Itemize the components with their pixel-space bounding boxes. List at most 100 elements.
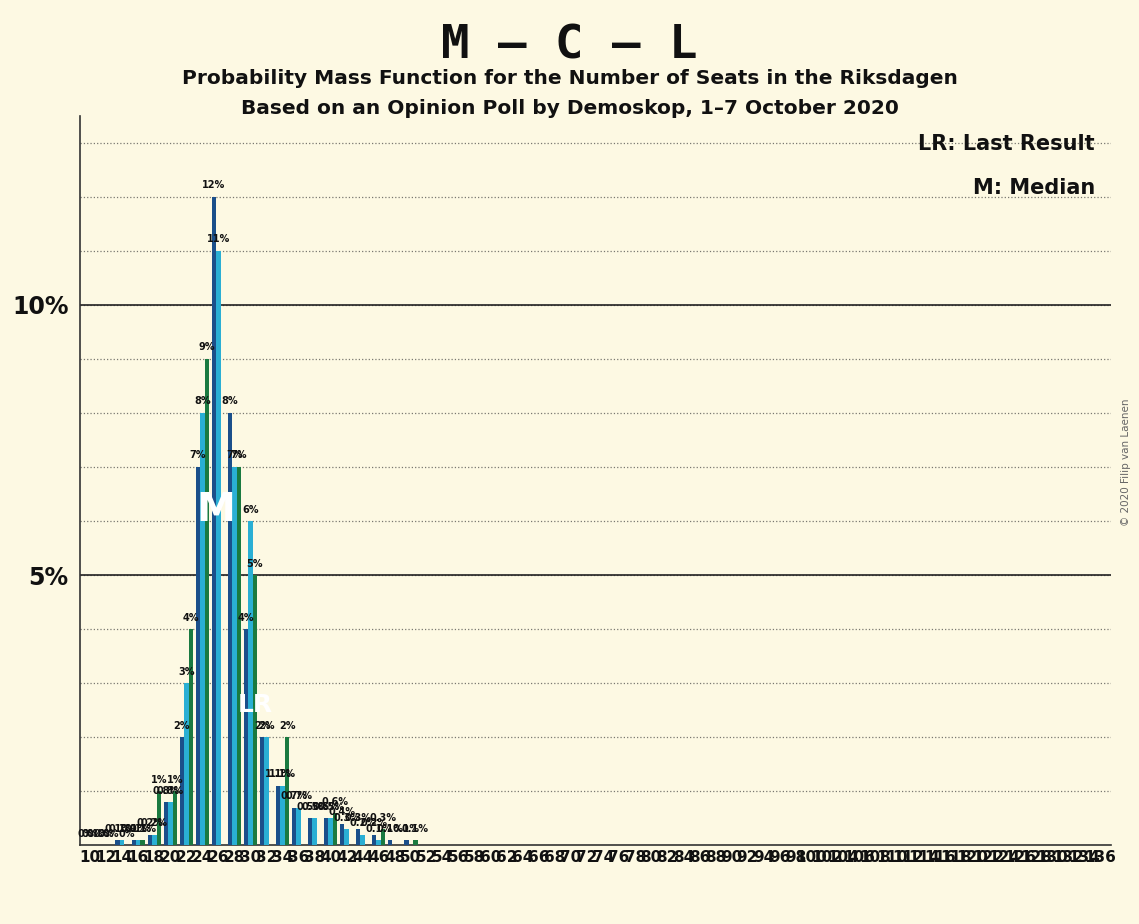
Text: 0.1%: 0.1% [121, 823, 147, 833]
Bar [196, 467, 200, 845]
Bar [328, 819, 333, 845]
Bar [140, 840, 145, 845]
Bar [131, 840, 136, 845]
Text: 0.2%: 0.2% [141, 818, 167, 828]
Bar [292, 808, 296, 845]
Bar [216, 250, 221, 845]
Text: 0%: 0% [93, 829, 110, 839]
Bar [388, 840, 393, 845]
Text: 0.2%: 0.2% [361, 818, 387, 828]
Bar [296, 808, 301, 845]
Text: 0%: 0% [103, 829, 118, 839]
Text: 0.7%: 0.7% [285, 791, 312, 801]
Text: 4%: 4% [182, 613, 199, 623]
Text: 0%: 0% [82, 829, 98, 839]
Text: © 2020 Filip van Laenen: © 2020 Filip van Laenen [1121, 398, 1131, 526]
Text: 2%: 2% [259, 721, 274, 731]
Text: 0.7%: 0.7% [280, 791, 308, 801]
Text: Probability Mass Function for the Number of Seats in the Riksdagen: Probability Mass Function for the Number… [181, 69, 958, 89]
Bar [339, 824, 344, 845]
Text: 7%: 7% [231, 451, 247, 460]
Bar [276, 786, 280, 845]
Text: 0.8%: 0.8% [153, 785, 179, 796]
Bar [404, 840, 409, 845]
Text: 0.1%: 0.1% [105, 823, 131, 833]
Text: 0.6%: 0.6% [321, 796, 349, 807]
Text: 1.1%: 1.1% [264, 770, 292, 780]
Bar [280, 786, 285, 845]
Bar [264, 737, 269, 845]
Text: 0.1%: 0.1% [125, 823, 151, 833]
Bar [312, 819, 317, 845]
Bar [344, 829, 349, 845]
Text: 0.1%: 0.1% [129, 823, 156, 833]
Bar [248, 521, 253, 845]
Bar [380, 829, 385, 845]
Text: Based on an Opinion Poll by Demoskop, 1–7 October 2020: Based on an Opinion Poll by Demoskop, 1–… [240, 99, 899, 118]
Text: 11%: 11% [207, 234, 230, 244]
Bar [253, 575, 257, 845]
Text: 0.1%: 0.1% [366, 823, 392, 833]
Text: 0.5%: 0.5% [312, 802, 339, 812]
Text: 2%: 2% [173, 721, 190, 731]
Bar [413, 840, 418, 845]
Bar [172, 791, 177, 845]
Text: 0.1%: 0.1% [108, 823, 136, 833]
Text: 0%: 0% [87, 829, 103, 839]
Text: M: M [197, 492, 236, 529]
Bar [164, 802, 169, 845]
Text: 0.3%: 0.3% [370, 813, 396, 822]
Text: 2%: 2% [254, 721, 270, 731]
Bar [200, 413, 205, 845]
Bar [212, 197, 216, 845]
Bar [360, 834, 364, 845]
Text: 7%: 7% [227, 451, 243, 460]
Bar [151, 834, 156, 845]
Bar [323, 819, 328, 845]
Text: 5%: 5% [247, 559, 263, 568]
Text: 2%: 2% [279, 721, 295, 731]
Text: 0.1%: 0.1% [402, 823, 428, 833]
Bar [232, 467, 237, 845]
Text: 0.2%: 0.2% [350, 818, 376, 828]
Text: 0.5%: 0.5% [296, 802, 323, 812]
Text: 6%: 6% [243, 505, 259, 515]
Text: 4%: 4% [238, 613, 254, 623]
Text: LR: Last Result: LR: Last Result [918, 134, 1095, 153]
Bar [136, 840, 140, 845]
Text: 9%: 9% [198, 342, 215, 352]
Text: M – C – L: M – C – L [441, 23, 698, 68]
Bar [244, 629, 248, 845]
Bar [185, 683, 189, 845]
Text: 12%: 12% [203, 180, 226, 190]
Bar [285, 737, 289, 845]
Bar [205, 359, 210, 845]
Text: 0%: 0% [118, 829, 134, 839]
Text: 0.3%: 0.3% [333, 813, 360, 822]
Text: 0.1%: 0.1% [377, 823, 403, 833]
Text: 0.8%: 0.8% [157, 785, 183, 796]
Text: 0%: 0% [77, 829, 93, 839]
Text: 7%: 7% [189, 451, 206, 460]
Bar [260, 737, 264, 845]
Text: 1%: 1% [150, 775, 167, 784]
Bar [333, 813, 337, 845]
Text: 0.2%: 0.2% [137, 818, 163, 828]
Bar [237, 467, 241, 845]
Text: 0.5%: 0.5% [301, 802, 328, 812]
Text: 0.4%: 0.4% [329, 808, 355, 818]
Bar [115, 840, 120, 845]
Text: 0.5%: 0.5% [317, 802, 344, 812]
Bar [148, 834, 151, 845]
Text: M: Median: M: Median [973, 177, 1095, 198]
Bar [308, 819, 312, 845]
Bar [377, 840, 380, 845]
Bar [120, 840, 124, 845]
Text: 0.3%: 0.3% [345, 813, 371, 822]
Text: 0.1%: 0.1% [393, 823, 420, 833]
Bar [156, 791, 161, 845]
Text: 0%: 0% [98, 829, 114, 839]
Bar [372, 834, 377, 845]
Bar [228, 413, 232, 845]
Bar [180, 737, 185, 845]
